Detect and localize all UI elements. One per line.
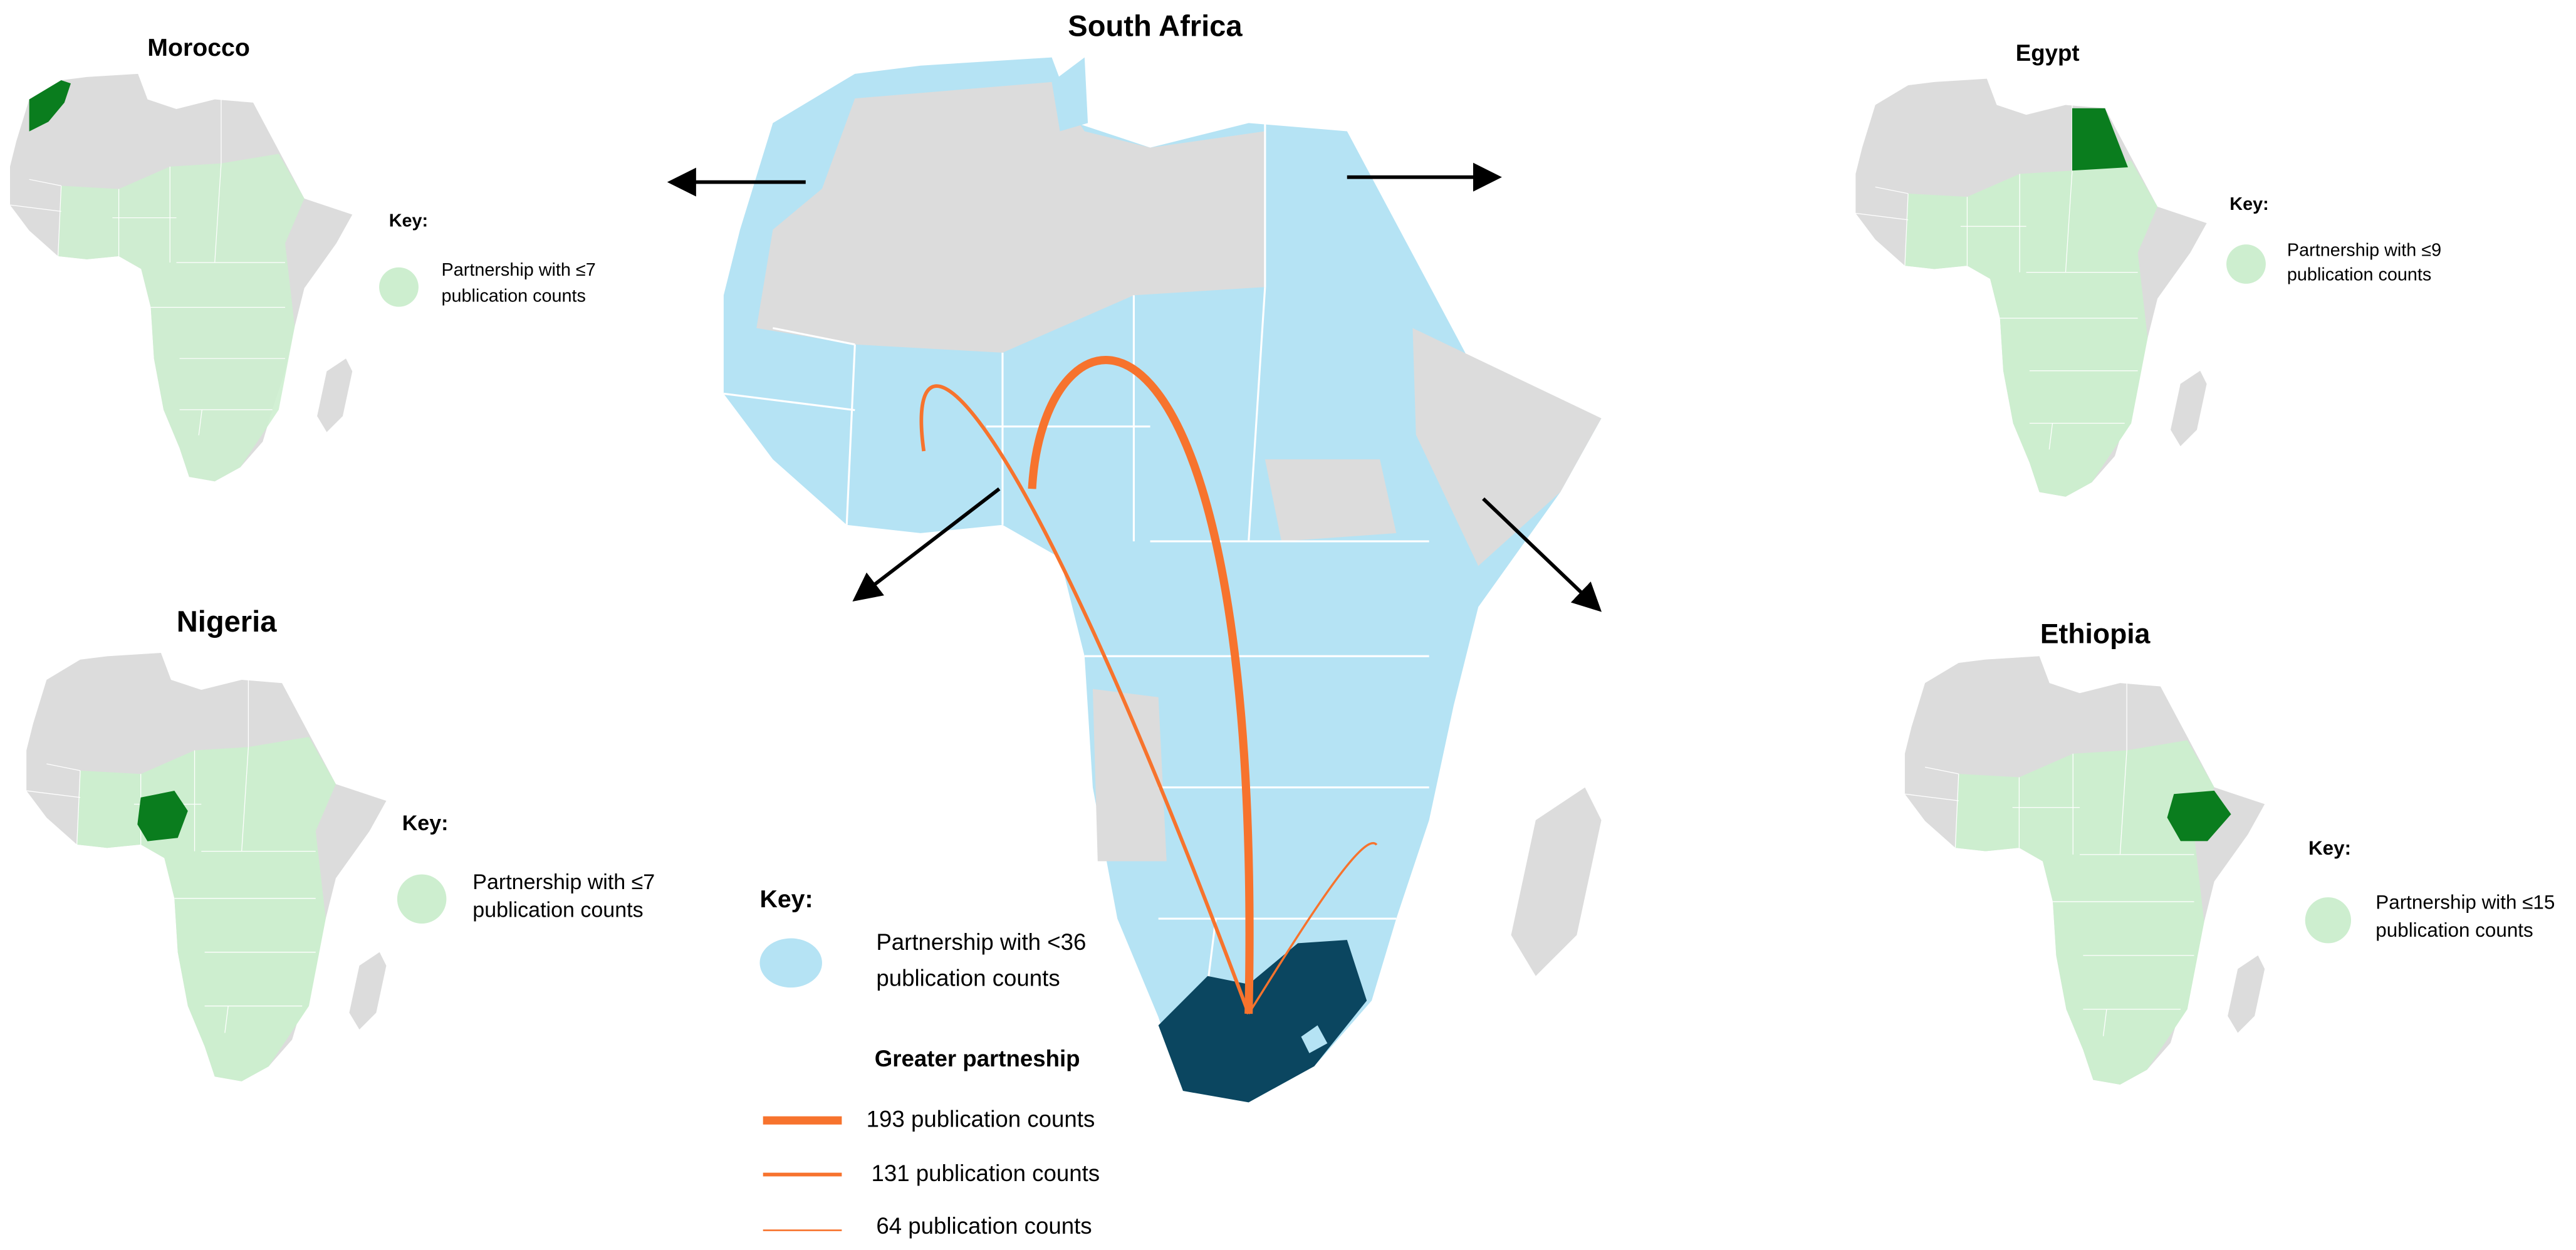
main-title: South Africa: [1068, 9, 1243, 43]
inset-title: Egypt: [2016, 40, 2080, 66]
south-africa: [1158, 940, 1367, 1103]
no-partnership-region: [1265, 459, 1397, 541]
key-label: Key:: [2229, 194, 2268, 214]
arrow: [1482, 497, 1602, 612]
line-label: 131 publication counts: [872, 1160, 1100, 1186]
inset-title: Nigeria: [177, 605, 278, 638]
key-label: Key:: [2308, 837, 2351, 859]
partnership-arc: [1248, 842, 1378, 1014]
inset-title: Morocco: [147, 34, 250, 61]
key-item: publication counts: [2375, 919, 2533, 941]
madagascar: [1511, 787, 1602, 976]
no-partnership-region: [1412, 328, 1602, 566]
inset-egypt: Egypt Key: Partnership with ≤9 publicati…: [1855, 40, 2441, 497]
key-swatch: [379, 267, 419, 307]
key-item: publication counts: [2287, 265, 2431, 285]
key-swatch: [2226, 244, 2266, 284]
key-label: Key:: [402, 811, 449, 835]
no-partnership-region: [756, 81, 1265, 353]
key-swatch: [759, 938, 822, 988]
key-label: Key:: [759, 885, 813, 913]
key-swatch: [2305, 897, 2352, 944]
key-item: Partnership with ≤15: [2375, 891, 2555, 913]
partnership-arc: [1028, 356, 1254, 1014]
greater-label: Greater partneship: [875, 1046, 1080, 1071]
key-item: Partnership with ≤7: [472, 870, 655, 894]
key-item: Partnership with <36: [876, 929, 1086, 955]
inset-morocco: Morocco Key: Partnership with ≤7 publica…: [9, 34, 596, 482]
key-swatch: [397, 874, 447, 924]
arrow: [852, 487, 1001, 602]
line-label: 193 publication counts: [867, 1107, 1095, 1132]
key-item: publication counts: [876, 965, 1060, 991]
key-item: Partnership with ≤7: [442, 260, 596, 280]
inset-title: Ethiopia: [2040, 618, 2151, 649]
key-label: Key:: [389, 211, 428, 231]
partnership-arc: [919, 384, 1251, 1014]
key-item: Partnership with ≤9: [2287, 240, 2441, 260]
inset-nigeria: Nigeria Key: Partnership with ≤7 publica…: [26, 605, 655, 1081]
lesotho: [1301, 1025, 1328, 1053]
key-item: publication counts: [472, 898, 643, 922]
inset-ethiopia: Ethiopia Key: Partnership with ≤15 publi…: [1904, 618, 2555, 1085]
line-label: 64 publication counts: [876, 1213, 1092, 1239]
tunisia: [1051, 57, 1088, 132]
main-map: South Africa Key: Partnership with <36 p…: [667, 9, 1602, 1239]
key-item: publication counts: [442, 286, 586, 306]
no-partnership-region: [1092, 689, 1167, 862]
